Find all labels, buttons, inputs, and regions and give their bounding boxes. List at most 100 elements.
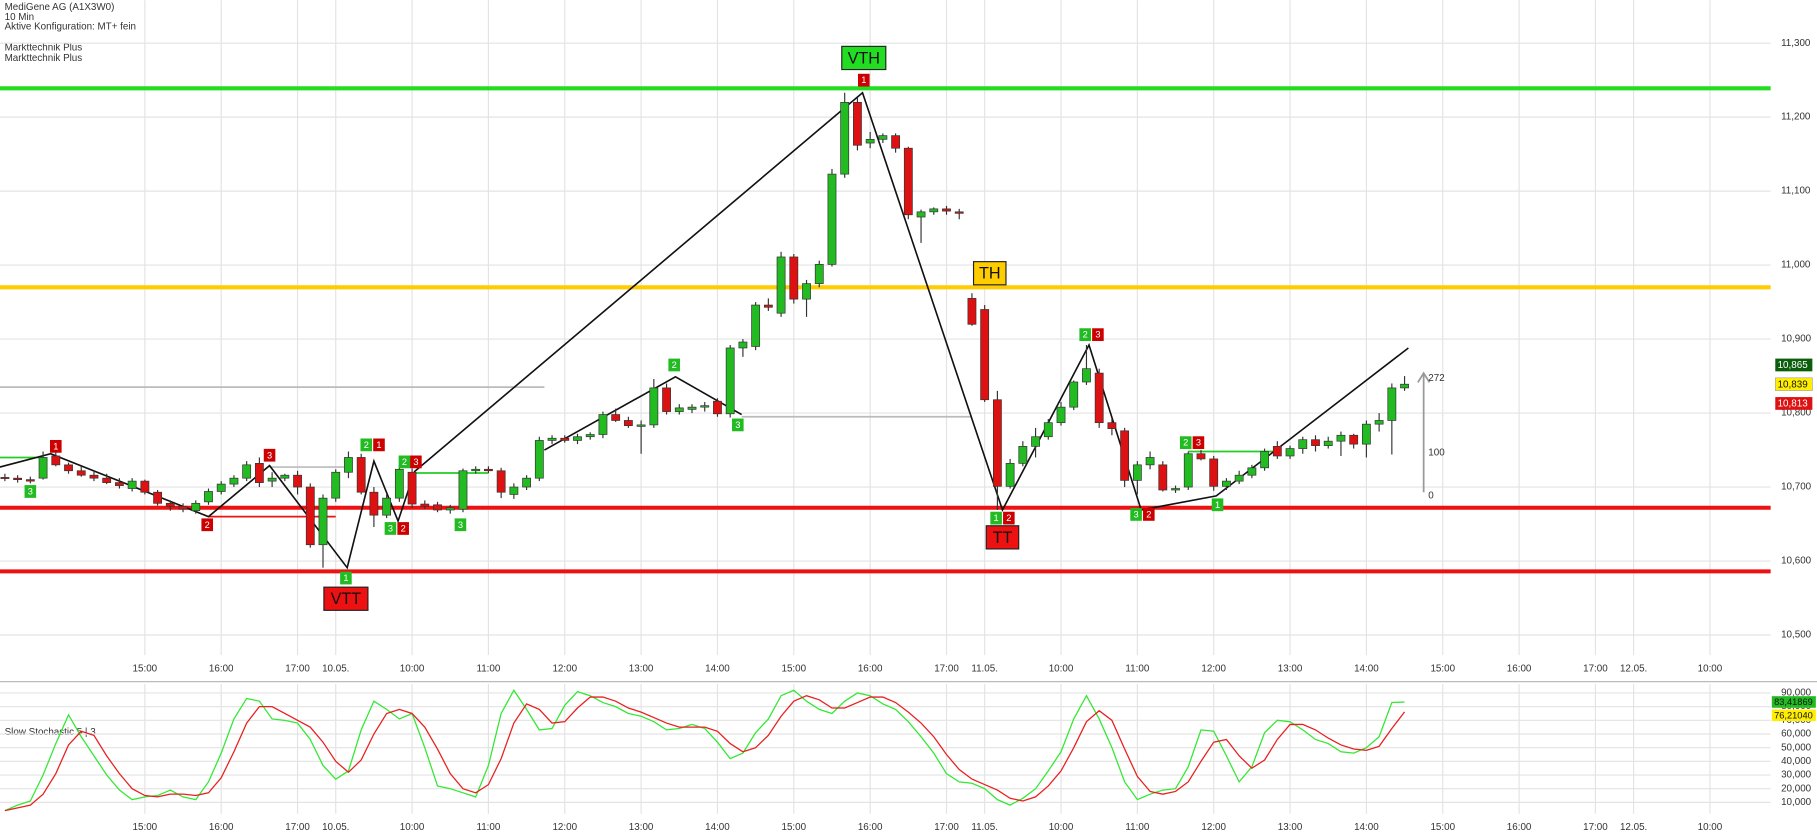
candle-body xyxy=(229,477,239,485)
candle-body xyxy=(827,173,837,265)
x-tick-label: 10:00 xyxy=(1698,663,1723,674)
candle-body xyxy=(89,474,99,479)
signal-label: 2 xyxy=(1183,438,1188,448)
candle-body xyxy=(178,505,188,510)
x-tick-label: 10.05. xyxy=(322,822,349,833)
pattern-label: VTH xyxy=(848,49,880,67)
candle-body xyxy=(814,264,824,284)
signal-box xyxy=(1003,511,1015,525)
candle-body xyxy=(802,283,811,300)
candle-body xyxy=(115,482,124,486)
signal-label: 3 xyxy=(1196,438,1201,448)
x-tick-label: 11:00 xyxy=(1125,663,1149,674)
candle-body xyxy=(725,347,735,415)
candle-body xyxy=(1107,422,1117,429)
candle-body xyxy=(534,440,544,479)
signal-label: 2 xyxy=(1146,509,1151,519)
signal-box xyxy=(201,518,214,532)
signal-label: 1 xyxy=(376,440,381,450)
signal-box xyxy=(263,448,276,462)
candle-body xyxy=(598,414,608,435)
candle-body xyxy=(751,304,761,347)
x-tick-label: 11:00 xyxy=(476,663,500,674)
signal-label: 2 xyxy=(401,524,406,534)
x-tick-label: 15:00 xyxy=(781,663,806,674)
candle-body xyxy=(102,477,112,483)
x-tick-label: 16:00 xyxy=(1507,822,1532,833)
candle-body xyxy=(636,424,646,427)
signal-label: 2 xyxy=(672,360,677,370)
price-marker xyxy=(1775,358,1813,372)
candle-body xyxy=(1285,448,1295,457)
candle-body xyxy=(1183,453,1193,488)
pattern-box xyxy=(985,525,1020,550)
signal-label: 1 xyxy=(861,75,866,85)
zigzag-line xyxy=(0,91,1409,570)
x-tick-label: 10:00 xyxy=(400,663,425,674)
candle-body xyxy=(547,437,557,441)
signal-box xyxy=(990,511,1002,525)
pattern-box xyxy=(841,45,887,71)
indicator-title: Slow Stochastic 5 | 3 xyxy=(5,727,97,738)
candle-body xyxy=(789,256,799,300)
price-marker-label: 10,865 xyxy=(1778,360,1809,371)
x-tick-label: 10:00 xyxy=(1698,822,1723,833)
signal-label: 3 xyxy=(413,457,418,467)
x-tick-label: 15:00 xyxy=(781,822,806,833)
candle-body xyxy=(700,405,710,408)
candle-body xyxy=(1349,434,1359,445)
candle-body xyxy=(216,483,226,492)
configuration: Aktive Konfiguration: MT+ fein xyxy=(5,21,136,32)
y-tick-label: 90,000 xyxy=(1781,688,1812,699)
candle-body xyxy=(1361,423,1371,445)
candle-body xyxy=(687,406,697,410)
candle-body xyxy=(76,470,86,476)
candle-body xyxy=(1196,453,1206,460)
candle-body xyxy=(967,298,977,325)
candle-body xyxy=(191,502,201,512)
candle-body xyxy=(776,256,786,314)
chart-title: MediGene AG (A1X3W0) xyxy=(5,2,115,13)
signal-label: 2 xyxy=(205,520,210,530)
signal-label: 2 xyxy=(364,440,369,450)
candle-body xyxy=(1005,463,1015,487)
candle-body xyxy=(165,502,175,507)
signal-box xyxy=(373,438,385,452)
y-tick-label: 10,900 xyxy=(1781,334,1812,345)
y-tick-label: 10,700 xyxy=(1781,482,1812,493)
candle-body xyxy=(280,474,290,479)
candle-body xyxy=(1031,436,1040,447)
x-tick-label: 10:00 xyxy=(1049,663,1074,674)
candle-body xyxy=(1171,488,1180,491)
measure-label: 272 xyxy=(1428,373,1444,384)
last-price-label: 10,839 xyxy=(1778,379,1808,390)
candle-body xyxy=(64,464,73,472)
candle-body xyxy=(38,457,48,479)
signal-box xyxy=(24,485,37,498)
candle-body xyxy=(1260,451,1270,469)
candle-body xyxy=(662,387,671,412)
candle-body xyxy=(573,436,582,441)
candle-body xyxy=(853,101,862,146)
signal-box xyxy=(668,358,680,372)
x-tick-label: 12:00 xyxy=(552,663,577,674)
candle-body xyxy=(471,468,481,472)
candle-body xyxy=(623,420,633,426)
signal-box xyxy=(857,73,870,87)
candle-body xyxy=(1400,383,1409,389)
y-tick-label: 30,000 xyxy=(1781,770,1812,781)
signal-label: 3 xyxy=(1095,330,1100,340)
x-tick-label: 13:00 xyxy=(629,822,654,833)
x-tick-label: 15:00 xyxy=(133,663,158,674)
candle-body xyxy=(445,507,455,511)
x-tick-label: 17:00 xyxy=(1583,663,1608,674)
candle-body xyxy=(1311,439,1320,446)
indicator-name: Markttechnik Plus xyxy=(5,53,83,64)
signal-label: 1 xyxy=(994,513,999,523)
candle-body xyxy=(509,486,519,495)
candle-body xyxy=(522,477,531,488)
x-tick-label: 16:00 xyxy=(209,822,234,833)
y-tick-label: 10,800 xyxy=(1781,408,1812,419)
signal-box xyxy=(1079,328,1091,342)
